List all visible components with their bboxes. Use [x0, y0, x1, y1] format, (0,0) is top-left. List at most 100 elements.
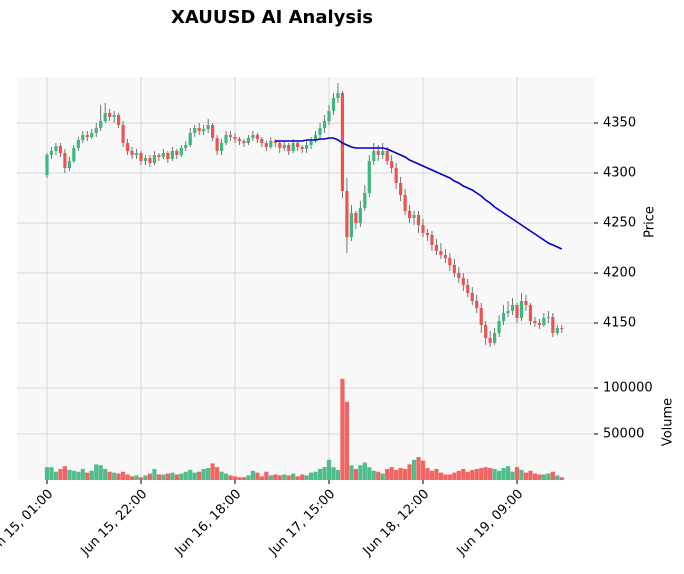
candle-body: [94, 128, 98, 133]
volume-bar: [112, 472, 117, 480]
volume-bar: [58, 468, 63, 480]
candle-body: [139, 153, 143, 161]
candle-body: [242, 141, 246, 143]
candle-body: [542, 318, 546, 325]
volume-bar: [452, 472, 457, 480]
candle-body: [63, 153, 67, 168]
volume-bar: [183, 471, 188, 480]
volume-bar: [349, 465, 354, 480]
volume-bar: [147, 473, 153, 480]
candle-body: [157, 155, 161, 157]
candle-body: [121, 125, 125, 143]
volume-bar: [488, 468, 493, 480]
candle-body: [273, 141, 277, 143]
candle-body: [390, 161, 394, 168]
candle-body: [524, 301, 528, 305]
volume-bar: [317, 468, 323, 480]
volume-bar: [44, 467, 50, 480]
volume-bar: [438, 472, 444, 480]
candle-body: [184, 145, 188, 148]
candle-body: [166, 153, 170, 159]
candle-body: [394, 168, 398, 183]
candle-body: [99, 121, 103, 128]
candle-body: [519, 301, 524, 318]
candle-body: [58, 146, 63, 153]
candle-body: [90, 133, 94, 137]
candle-body: [309, 141, 313, 145]
candle-body: [443, 255, 447, 258]
candle-body: [67, 161, 71, 168]
y-tick-label: 4200: [603, 266, 636, 281]
y-tick-label: 4300: [603, 166, 636, 181]
volume-bar: [125, 474, 130, 480]
volume-bar: [223, 473, 229, 480]
volume-bar: [367, 467, 372, 480]
y-tick-label: 4250: [603, 216, 636, 231]
candle-body: [528, 305, 533, 321]
candle-body: [533, 321, 537, 323]
candle-body: [175, 151, 179, 155]
candle-body: [269, 141, 273, 147]
candle-body: [246, 138, 251, 143]
volume-bar: [380, 473, 385, 480]
x-tick-label: Jun 15, 01:00: [0, 487, 56, 560]
candle-body: [412, 215, 416, 218]
volume-bar: [335, 469, 341, 480]
volume-bar: [174, 474, 179, 480]
volume-bar: [214, 467, 220, 480]
volume-bar: [129, 476, 135, 480]
candle-body: [224, 135, 228, 143]
candle-body: [367, 161, 371, 193]
candle-body: [251, 135, 255, 138]
candle-body: [148, 158, 152, 163]
volume-bar: [411, 459, 417, 480]
volume-bar: [80, 468, 85, 480]
volume-bar: [461, 468, 466, 480]
volume-bar: [353, 468, 358, 480]
candle-body: [407, 211, 412, 218]
candle-body: [349, 213, 353, 237]
volume-bar: [53, 471, 59, 480]
volume-bar: [528, 470, 533, 480]
volume-bar: [49, 467, 54, 480]
candle-body: [488, 338, 492, 343]
volume-panel: [17, 365, 594, 480]
candle-body: [296, 143, 300, 147]
candle-body: [81, 135, 85, 140]
volume-bar: [407, 464, 412, 480]
candle-body: [255, 135, 259, 139]
x-tick-label: Jun 17, 15:00: [266, 487, 339, 560]
candle-body: [219, 143, 224, 151]
candle-body: [134, 153, 139, 155]
volume-bar: [273, 474, 278, 480]
volume-bar: [201, 468, 206, 480]
volume-bar: [197, 471, 202, 480]
candle-body: [211, 125, 215, 138]
volume-bar: [156, 474, 161, 480]
candle-body: [479, 308, 483, 325]
volume-bar: [268, 475, 273, 480]
volume-bar: [120, 471, 126, 480]
candle-body: [493, 333, 497, 343]
candle-body: [313, 135, 318, 141]
volume-bar: [371, 470, 376, 480]
volume-bar: [443, 474, 448, 480]
candle-body: [278, 143, 282, 148]
volume-bar: [532, 473, 538, 480]
volume-bar: [402, 468, 408, 480]
volume-tick-label: 50000: [603, 427, 644, 442]
candle-body: [430, 235, 434, 245]
candle-body: [461, 278, 465, 285]
volume-bar: [344, 401, 350, 480]
volume-bar: [340, 378, 345, 480]
volume-bar: [479, 468, 484, 480]
candle-body: [300, 147, 304, 149]
volume-bar: [103, 468, 108, 480]
x-tick-label: Jun 16, 18:00: [172, 487, 245, 560]
y-tick-label: 4350: [603, 116, 636, 131]
volume-bar: [559, 477, 564, 480]
candle-body: [381, 151, 385, 155]
candle-body: [49, 151, 54, 155]
candle-body: [264, 143, 268, 147]
